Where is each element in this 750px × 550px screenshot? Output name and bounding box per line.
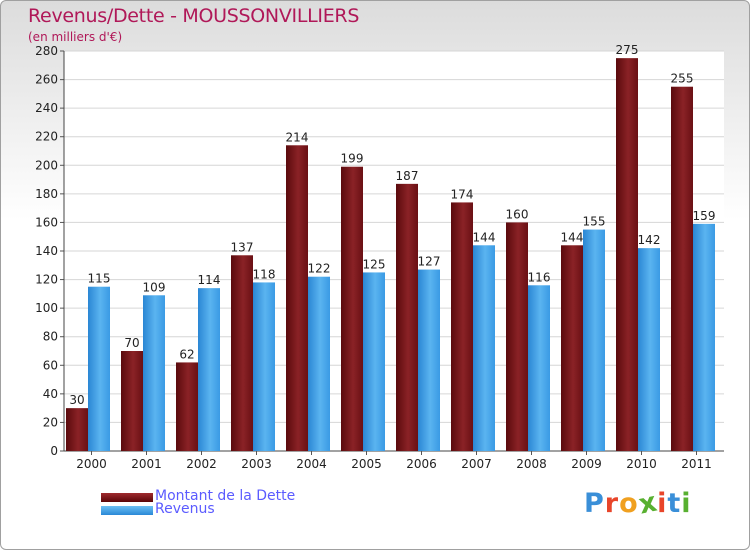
- data-label-revenus: 114: [198, 273, 221, 287]
- bar-revenus: [253, 282, 275, 451]
- y-tick-label: 260: [35, 73, 58, 87]
- bar-dette: [396, 183, 418, 451]
- x-tick-label: 2008: [516, 457, 547, 471]
- data-label-revenus: 109: [143, 280, 166, 294]
- y-tick-label: 40: [43, 387, 58, 401]
- bar-dette: [451, 202, 473, 451]
- chart-subtitle: (en milliers d'€): [28, 30, 123, 44]
- y-tick-label: 100: [35, 301, 58, 315]
- data-label-revenus: 122: [308, 262, 331, 276]
- bar-revenus: [143, 295, 165, 451]
- data-label-revenus: 115: [88, 272, 111, 286]
- data-label-revenus: 125: [363, 257, 386, 271]
- y-tick-label: 60: [43, 358, 58, 372]
- bar-dette: [176, 362, 198, 451]
- legend-swatch-dette: [101, 493, 153, 502]
- x-tick-label: 2003: [241, 457, 272, 471]
- y-tick-label: 80: [43, 330, 58, 344]
- y-tick-label: 0: [50, 444, 58, 458]
- legend-label-dette: Montant de la Dette: [155, 488, 296, 504]
- data-label-revenus: 144: [473, 230, 496, 244]
- x-tick-label: 2011: [681, 457, 712, 471]
- data-label-dette: 187: [396, 169, 419, 183]
- data-label-revenus: 127: [418, 255, 441, 269]
- bar-revenus: [693, 223, 715, 451]
- x-tick-label: 2002: [186, 457, 217, 471]
- bar-revenus: [418, 269, 440, 451]
- bar-revenus: [473, 245, 495, 451]
- bar-revenus: [638, 248, 660, 451]
- data-label-revenus: 142: [638, 233, 661, 247]
- bar-dette: [121, 351, 143, 451]
- data-label-dette: 199: [341, 152, 364, 166]
- bar-dette: [506, 222, 528, 451]
- data-label-dette: 30: [69, 393, 84, 407]
- legend-label-revenus: Revenus: [155, 501, 215, 517]
- y-tick-label: 180: [35, 187, 58, 201]
- y-tick-label: 200: [35, 158, 58, 172]
- data-label-revenus: 118: [253, 267, 276, 281]
- y-tick-label: 20: [43, 415, 58, 429]
- data-label-revenus: 159: [693, 209, 716, 223]
- y-tick-label: 280: [35, 44, 58, 58]
- bar-revenus: [528, 285, 550, 451]
- data-label-dette: 255: [671, 72, 694, 86]
- data-label-dette: 174: [451, 187, 474, 201]
- bar-dette: [66, 408, 88, 451]
- data-label-revenus: 155: [583, 215, 606, 229]
- data-label-dette: 62: [179, 347, 194, 361]
- data-label-dette: 275: [616, 43, 639, 57]
- data-label-dette: 144: [561, 230, 584, 244]
- chart-title: Revenus/Dette - MOUSSONVILLIERS: [28, 5, 360, 27]
- x-tick-label: 2007: [461, 457, 492, 471]
- x-tick-label: 2005: [351, 457, 382, 471]
- data-label-dette: 214: [286, 130, 309, 144]
- x-tick-label: 2000: [76, 457, 107, 471]
- y-tick-label: 220: [35, 130, 58, 144]
- bar-dette: [671, 86, 693, 451]
- x-tick-label: 2001: [131, 457, 162, 471]
- y-tick-label: 140: [35, 244, 58, 258]
- bar-dette: [231, 255, 253, 451]
- bar-dette: [341, 166, 363, 451]
- x-tick-label: 2010: [626, 457, 657, 471]
- y-tick-label: 120: [35, 273, 58, 287]
- bar-dette: [561, 245, 583, 451]
- data-label-dette: 160: [506, 207, 529, 221]
- data-label-revenus: 116: [528, 270, 551, 284]
- data-label-dette: 70: [124, 336, 139, 350]
- x-tick-label: 2009: [571, 457, 602, 471]
- x-tick-label: 2006: [406, 457, 437, 471]
- legend-swatch-revenus: [101, 506, 153, 515]
- bar-revenus: [363, 272, 385, 451]
- y-tick-label: 160: [35, 215, 58, 229]
- bar-revenus: [308, 276, 330, 451]
- y-tick-label: 240: [35, 101, 58, 115]
- data-label-dette: 137: [231, 240, 254, 254]
- x-tick-label: 2004: [296, 457, 327, 471]
- bar-revenus: [198, 288, 220, 451]
- bar-dette: [616, 58, 638, 452]
- bar-revenus: [88, 286, 110, 451]
- bar-dette: [286, 145, 308, 452]
- bar-revenus: [583, 229, 605, 451]
- proxiti-logo: Proxiti: [584, 486, 692, 521]
